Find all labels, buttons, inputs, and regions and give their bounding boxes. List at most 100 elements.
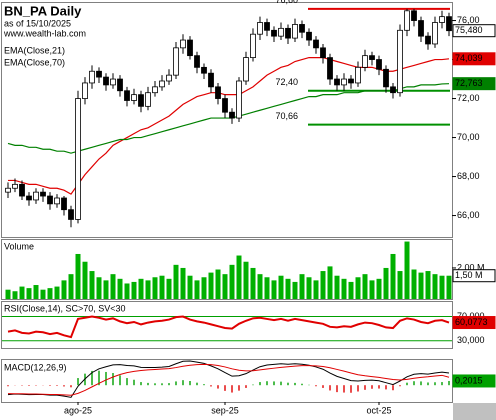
histogram-bar (98, 370, 100, 386)
candle-body (40, 191, 46, 197)
histogram-bar (364, 385, 366, 390)
volume-bar (40, 289, 46, 299)
histogram-bar (182, 380, 184, 386)
volume-bar (96, 277, 102, 299)
candle-body (229, 111, 235, 119)
histogram-bar (378, 385, 380, 389)
candle-body (131, 94, 137, 101)
value-label: 74,039 (455, 53, 483, 63)
volume-bar (404, 241, 410, 299)
volume-bar (264, 277, 270, 299)
candle-body (292, 24, 298, 39)
volume-bar (383, 267, 389, 299)
histogram-bar (224, 385, 226, 391)
volume-bar (411, 269, 417, 299)
volume-bar (33, 285, 39, 299)
candle-body (103, 76, 109, 86)
histogram-bar (420, 381, 422, 386)
candle-body (306, 31, 312, 41)
candle-body (446, 16, 452, 32)
volume-bar (348, 281, 354, 299)
histogram-bar (196, 382, 198, 386)
histogram-bar (105, 371, 107, 386)
histogram-bar (294, 382, 296, 386)
candle-body (327, 57, 333, 80)
value-label: 1,50 M (455, 270, 483, 280)
histogram-bar (371, 385, 373, 389)
chart-title: BN_PA Daily (4, 3, 82, 18)
volume-bar (159, 275, 165, 299)
value-label: 72,763 (455, 78, 483, 88)
histogram-bar (126, 378, 128, 386)
histogram-bar (434, 382, 436, 386)
rsi-line (7, 315, 450, 339)
candle-body (152, 86, 158, 94)
histogram-bar (168, 383, 170, 386)
histogram-bar (280, 381, 282, 386)
value-label: 0,2015 (455, 375, 483, 385)
histogram-bar (112, 373, 114, 386)
candle-body (82, 82, 88, 99)
candle-body (61, 197, 67, 211)
level-label: 76,60 (275, 0, 298, 5)
volume-bar (145, 280, 151, 299)
value-label: 60,0773 (455, 317, 488, 327)
histogram-bar (448, 380, 450, 386)
histogram-bar (287, 382, 289, 386)
volume-bar (229, 264, 235, 299)
candle-body (117, 78, 123, 92)
pane-title: MACD(12,26,9) (4, 362, 67, 372)
volume-bar (19, 286, 25, 299)
histogram-bar (427, 382, 429, 386)
volume-bar (222, 274, 228, 299)
volume-bar (320, 271, 326, 299)
histogram-bar (301, 383, 303, 386)
candle-body (432, 22, 438, 45)
candle-body (12, 183, 18, 189)
candle-body (383, 68, 389, 88)
candle-body (215, 86, 221, 99)
candle-body (173, 47, 179, 76)
candle-body (19, 183, 25, 197)
volume-bar (47, 288, 53, 299)
volume-bar (131, 281, 137, 299)
candle-body (411, 10, 417, 21)
volume-bar (194, 280, 200, 299)
histogram-bar (77, 378, 79, 386)
candle-body (341, 78, 347, 86)
candle-body (390, 86, 396, 94)
candle-body (257, 22, 263, 35)
legend-entry: EMA(Close,21) (4, 45, 65, 55)
candle-body (187, 39, 193, 57)
volume-bar (75, 253, 81, 299)
histogram-bar (154, 383, 156, 386)
histogram-bar (28, 385, 30, 386)
candle-body (68, 209, 74, 220)
corner (453, 403, 496, 420)
histogram-bar (203, 384, 205, 386)
candle-body (180, 39, 186, 49)
x-tick-label: sep-25 (211, 405, 239, 415)
y-tick-label: 76,00 (457, 15, 480, 25)
candle-body (439, 16, 445, 23)
histogram-bar (210, 385, 212, 387)
level-label: 72,40 (275, 77, 298, 87)
candle-body (264, 22, 270, 31)
volume-bar (299, 274, 305, 299)
histogram-bar (329, 385, 331, 391)
histogram-bar (147, 382, 149, 386)
volume-bar (173, 264, 179, 299)
volume-bar (376, 278, 382, 299)
histogram-bar (273, 381, 275, 386)
volume-bar (257, 274, 263, 299)
histogram-bar (49, 385, 51, 386)
histogram-bar (413, 381, 415, 386)
macd-pane (1, 359, 453, 403)
pane-title: Volume (4, 241, 34, 251)
volume-bar (61, 280, 67, 299)
ema-line (8, 56, 450, 195)
candle-body (194, 55, 200, 68)
volume-bar (243, 261, 249, 299)
y-tick-label: 70,000 (457, 311, 485, 321)
